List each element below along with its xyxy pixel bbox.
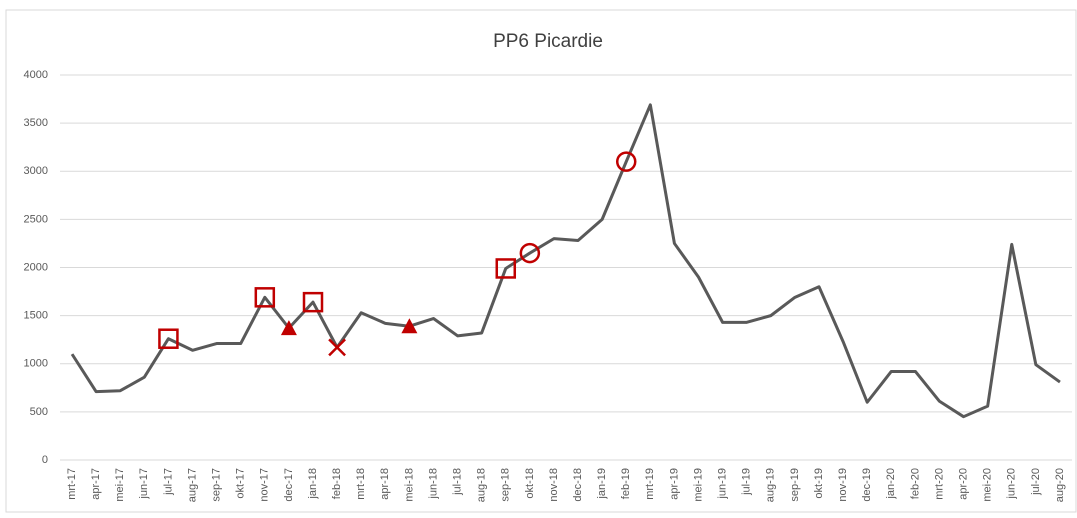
x-tick-label: jul-19 <box>741 468 753 496</box>
x-tick-label: feb-18 <box>331 468 343 499</box>
marker <box>158 328 179 349</box>
x-tick-label: mrt-17 <box>66 468 78 500</box>
x-tick-label: jan-20 <box>885 468 897 500</box>
x-tick-label: apr-18 <box>379 468 391 500</box>
x-tick-label: aug-20 <box>1054 468 1066 502</box>
x-tick-label: apr-20 <box>957 468 969 500</box>
y-tick-label: 3000 <box>24 165 48 177</box>
x-tick-label: aug-19 <box>765 468 777 502</box>
x-tick-label: jan-19 <box>596 468 608 500</box>
x-tick-label: mrt-19 <box>644 468 656 500</box>
x-tick-label: dec-17 <box>283 468 295 502</box>
y-tick-label: 3500 <box>24 117 48 129</box>
marker <box>302 291 324 313</box>
x-tick-label: mrt-18 <box>355 468 367 500</box>
x-tick-label: okt-17 <box>235 468 247 499</box>
x-tick-label: aug-18 <box>476 468 488 502</box>
y-tick-label: 4000 <box>24 69 48 81</box>
x-tick-label: okt-18 <box>524 468 536 499</box>
x-tick-label: sep-19 <box>789 468 801 502</box>
x-tick-label: jun-19 <box>717 468 729 500</box>
x-tick-label: sep-18 <box>500 468 512 502</box>
x-tick-label: jul-17 <box>162 468 174 496</box>
x-tick-label: apr-19 <box>668 468 680 500</box>
x-tick-label: nov-17 <box>259 468 271 502</box>
y-tick-label: 2000 <box>24 261 48 273</box>
x-tick-label: aug-17 <box>186 468 198 502</box>
x-tick-label: jun-20 <box>1006 468 1018 500</box>
marker <box>615 151 637 172</box>
x-tick-label: jul-20 <box>1030 468 1042 496</box>
x-tick-label: jun-18 <box>427 468 439 500</box>
y-tick-label: 0 <box>42 454 48 466</box>
chart-border <box>5 9 1077 513</box>
marker <box>254 287 276 308</box>
x-tick-label: apr-17 <box>90 468 102 500</box>
x-tick-label: sep-17 <box>211 468 223 502</box>
x-tick-label: feb-19 <box>620 468 632 499</box>
marker <box>328 338 346 357</box>
x-tick-label: jun-17 <box>138 468 150 500</box>
marker <box>519 242 541 264</box>
y-tick-label: 500 <box>30 406 48 418</box>
y-tick-label: 2500 <box>24 213 48 225</box>
x-tick-label: nov-18 <box>548 468 560 502</box>
marker <box>401 318 418 334</box>
marker <box>495 258 517 279</box>
x-tick-label: jan-18 <box>307 468 319 500</box>
x-tick-label: mei-20 <box>982 468 994 502</box>
x-tick-label: mei-19 <box>692 468 704 502</box>
x-tick-label: okt-19 <box>813 468 825 499</box>
x-tick-label: dec-19 <box>861 468 873 502</box>
marker <box>280 320 297 336</box>
y-tick-label: 1500 <box>24 310 48 322</box>
x-tick-label: mei-17 <box>114 468 126 502</box>
x-tick-label: dec-18 <box>572 468 584 502</box>
line <box>70 103 1061 419</box>
x-tick-label: mrt-20 <box>933 468 945 500</box>
x-tick-label: mei-18 <box>403 468 415 502</box>
x-tick-label: jul-18 <box>451 468 463 496</box>
x-tick-label: feb-20 <box>909 468 921 499</box>
chart-title: PP6 Picardie <box>493 31 603 52</box>
y-tick-label: 1000 <box>24 358 48 370</box>
x-tick-label: nov-19 <box>837 468 849 502</box>
